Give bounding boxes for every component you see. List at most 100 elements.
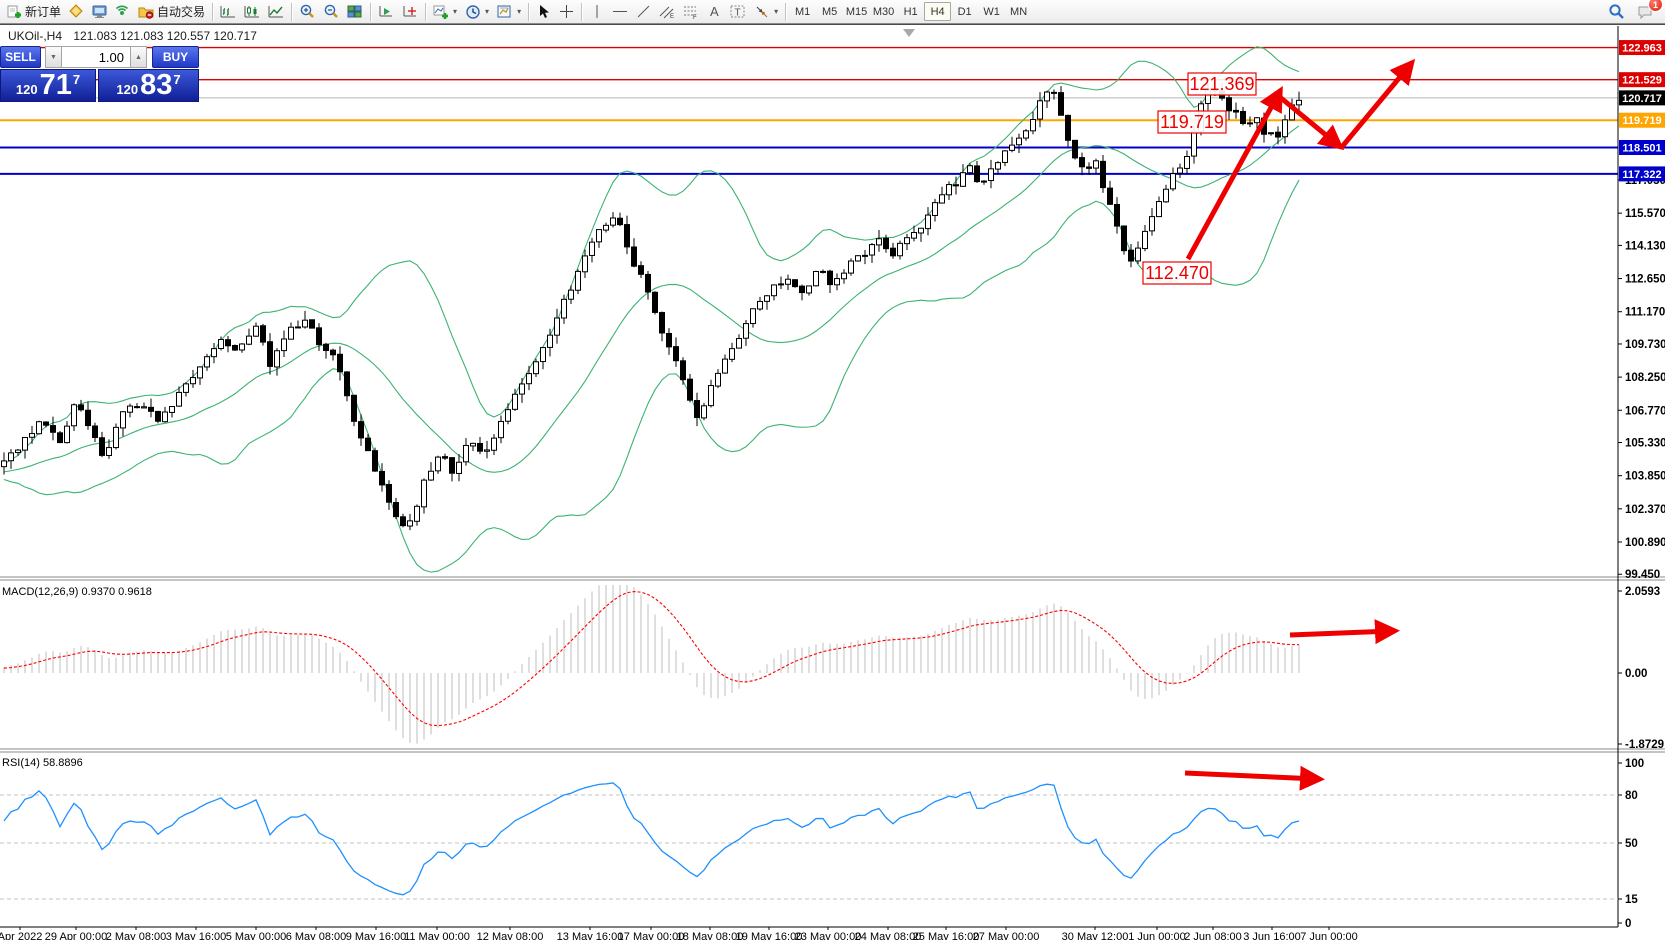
svg-text:100: 100 — [1625, 758, 1644, 770]
timeframe-m1-button[interactable]: M1 — [789, 2, 816, 21]
cursor-icon — [539, 5, 549, 18]
svg-text:3 Jun 16:00: 3 Jun 16:00 — [1243, 931, 1301, 940]
sell-button[interactable]: SELL — [0, 46, 41, 68]
svg-text:Apr 2022: Apr 2022 — [0, 931, 42, 940]
cursor-tool-button[interactable] — [532, 1, 555, 22]
toolbar-separator — [528, 2, 530, 21]
sell-price-main: 71 — [39, 69, 72, 101]
templates-menu-button[interactable]: ▾ — [493, 1, 525, 22]
auto-scroll-icon — [379, 6, 393, 17]
trendline-tool-button[interactable] — [632, 1, 655, 22]
volume-input[interactable] — [62, 46, 130, 68]
volume-stepper: ▼ ▲ — [45, 46, 147, 68]
timeframe-m30-button[interactable]: M30 — [870, 2, 897, 21]
svg-text:E: E — [670, 14, 674, 19]
macd-layer — [3, 585, 1300, 744]
svg-text:0: 0 — [1625, 918, 1631, 930]
rsi-indicator-label: RSI(14) 58.8896 — [2, 757, 83, 769]
svg-text:121.529: 121.529 — [1622, 75, 1662, 87]
zoom-in-icon — [300, 4, 314, 18]
svg-text:102.370: 102.370 — [1625, 504, 1665, 516]
svg-text:3 May 16:00: 3 May 16:00 — [166, 931, 227, 940]
strategy-tester-button[interactable] — [88, 1, 111, 22]
arrows-icon — [756, 6, 768, 18]
market-watch-button[interactable] — [65, 1, 88, 22]
timeframe-h4-button[interactable]: H4 — [924, 2, 952, 21]
timeframe-h1-button[interactable]: H1 — [897, 2, 924, 21]
gold-icon — [69, 4, 83, 18]
toolbar: 新订单 自动交易 — [0, 0, 1665, 24]
chart-shift-button[interactable] — [398, 1, 422, 22]
toolbar-separator — [212, 2, 214, 21]
timeframe-d1-button[interactable]: D1 — [951, 2, 978, 21]
fibonacci-icon: F — [684, 6, 697, 19]
auto-trading-button[interactable]: 自动交易 — [134, 1, 209, 22]
timeframe-w1-button[interactable]: W1 — [978, 2, 1005, 21]
timeframe-m15-button[interactable]: M15 — [843, 2, 870, 21]
buy-price-display[interactable]: 120 83 7 — [98, 69, 199, 102]
signals-button[interactable] — [111, 1, 134, 22]
bar-chart-mode-button[interactable] — [216, 1, 240, 22]
sell-price-pip: 7 — [72, 72, 81, 87]
volume-decrease-button[interactable]: ▼ — [45, 46, 62, 68]
buy-button[interactable]: BUY — [152, 46, 199, 68]
svg-text:50: 50 — [1625, 838, 1638, 850]
dropdown-caret-icon: ▾ — [453, 7, 458, 16]
svg-text:119.719: 119.719 — [1622, 115, 1661, 127]
periods-menu-button[interactable]: ▾ — [461, 1, 493, 22]
svg-text:105.330: 105.330 — [1625, 438, 1665, 450]
channel-tool-button[interactable]: E — [655, 1, 679, 22]
crosshair-tool-button[interactable] — [555, 1, 578, 22]
text-label-tool-button[interactable]: T — [726, 1, 750, 22]
svg-text:111.170: 111.170 — [1625, 307, 1665, 319]
auto-scroll-button[interactable] — [374, 1, 398, 22]
svg-text:119.719: 119.719 — [1160, 112, 1224, 132]
timeframe-group: M1 M5 M15 M30 H1 H4 D1 W1 MN — [789, 2, 1032, 21]
auto-trading-label: 自动交易 — [157, 5, 206, 19]
candlestick-mode-button[interactable] — [240, 1, 264, 22]
svg-text:122.963: 122.963 — [1622, 43, 1662, 55]
svg-text:103.850: 103.850 — [1625, 471, 1665, 483]
svg-text:12 May 08:00: 12 May 08:00 — [477, 931, 544, 940]
search-button[interactable] — [1604, 1, 1629, 22]
svg-text:9 May 16:00: 9 May 16:00 — [346, 931, 407, 940]
volume-increase-button[interactable]: ▲ — [130, 46, 147, 68]
horizontal-levels-layer — [0, 46, 1618, 175]
fibonacci-tool-button[interactable]: F — [679, 1, 703, 22]
toolbar-right: 1 — [1604, 0, 1663, 22]
templates-icon — [497, 5, 511, 18]
new-order-button[interactable]: 新订单 — [3, 1, 65, 22]
timeframe-m5-button[interactable]: M5 — [816, 2, 843, 21]
line-chart-mode-button[interactable] — [264, 1, 288, 22]
timeframe-mn-button[interactable]: MN — [1005, 2, 1032, 21]
svg-text:1 Jun 00:00: 1 Jun 00:00 — [1128, 931, 1186, 940]
horizontal-line-tool-button[interactable] — [608, 1, 632, 22]
bar-chart-icon — [220, 6, 236, 18]
svg-text:2 May 08:00: 2 May 08:00 — [106, 931, 167, 940]
ohlc-values: 121.083 121.083 120.557 120.717 — [73, 29, 257, 43]
new-order-icon — [7, 5, 21, 18]
svg-text:112.650: 112.650 — [1625, 274, 1665, 286]
indicators-menu-button[interactable]: ▾ — [429, 1, 461, 22]
zoom-out-button[interactable] — [319, 1, 343, 22]
arrows-tool-button[interactable]: ▾ — [750, 1, 782, 22]
buy-price-pip: 7 — [173, 72, 181, 87]
zoom-out-icon — [324, 4, 338, 18]
symbol-period-label: UKOil-,H4 — [8, 29, 63, 43]
svg-text:99.450: 99.450 — [1625, 569, 1660, 581]
svg-text:-1.8729: -1.8729 — [1625, 739, 1664, 751]
svg-text:30 May 12:00: 30 May 12:00 — [1062, 931, 1129, 940]
zoom-in-button[interactable] — [295, 1, 319, 22]
text-tool-button[interactable]: A — [703, 1, 726, 22]
vertical-line-tool-button[interactable] — [585, 1, 608, 22]
svg-text:0.00: 0.00 — [1625, 668, 1647, 680]
svg-text:27 May 00:00: 27 May 00:00 — [973, 931, 1040, 940]
sell-price-prefix: 120 — [15, 82, 38, 97]
toolbar-separator — [291, 2, 293, 21]
bollinger-bands-layer — [3, 46, 1300, 573]
text-icon: A — [710, 4, 719, 19]
sell-price-display[interactable]: 120 71 7 — [0, 69, 96, 102]
svg-text:2 Jun 08:00: 2 Jun 08:00 — [1184, 931, 1242, 940]
tile-windows-button[interactable] — [343, 1, 367, 22]
